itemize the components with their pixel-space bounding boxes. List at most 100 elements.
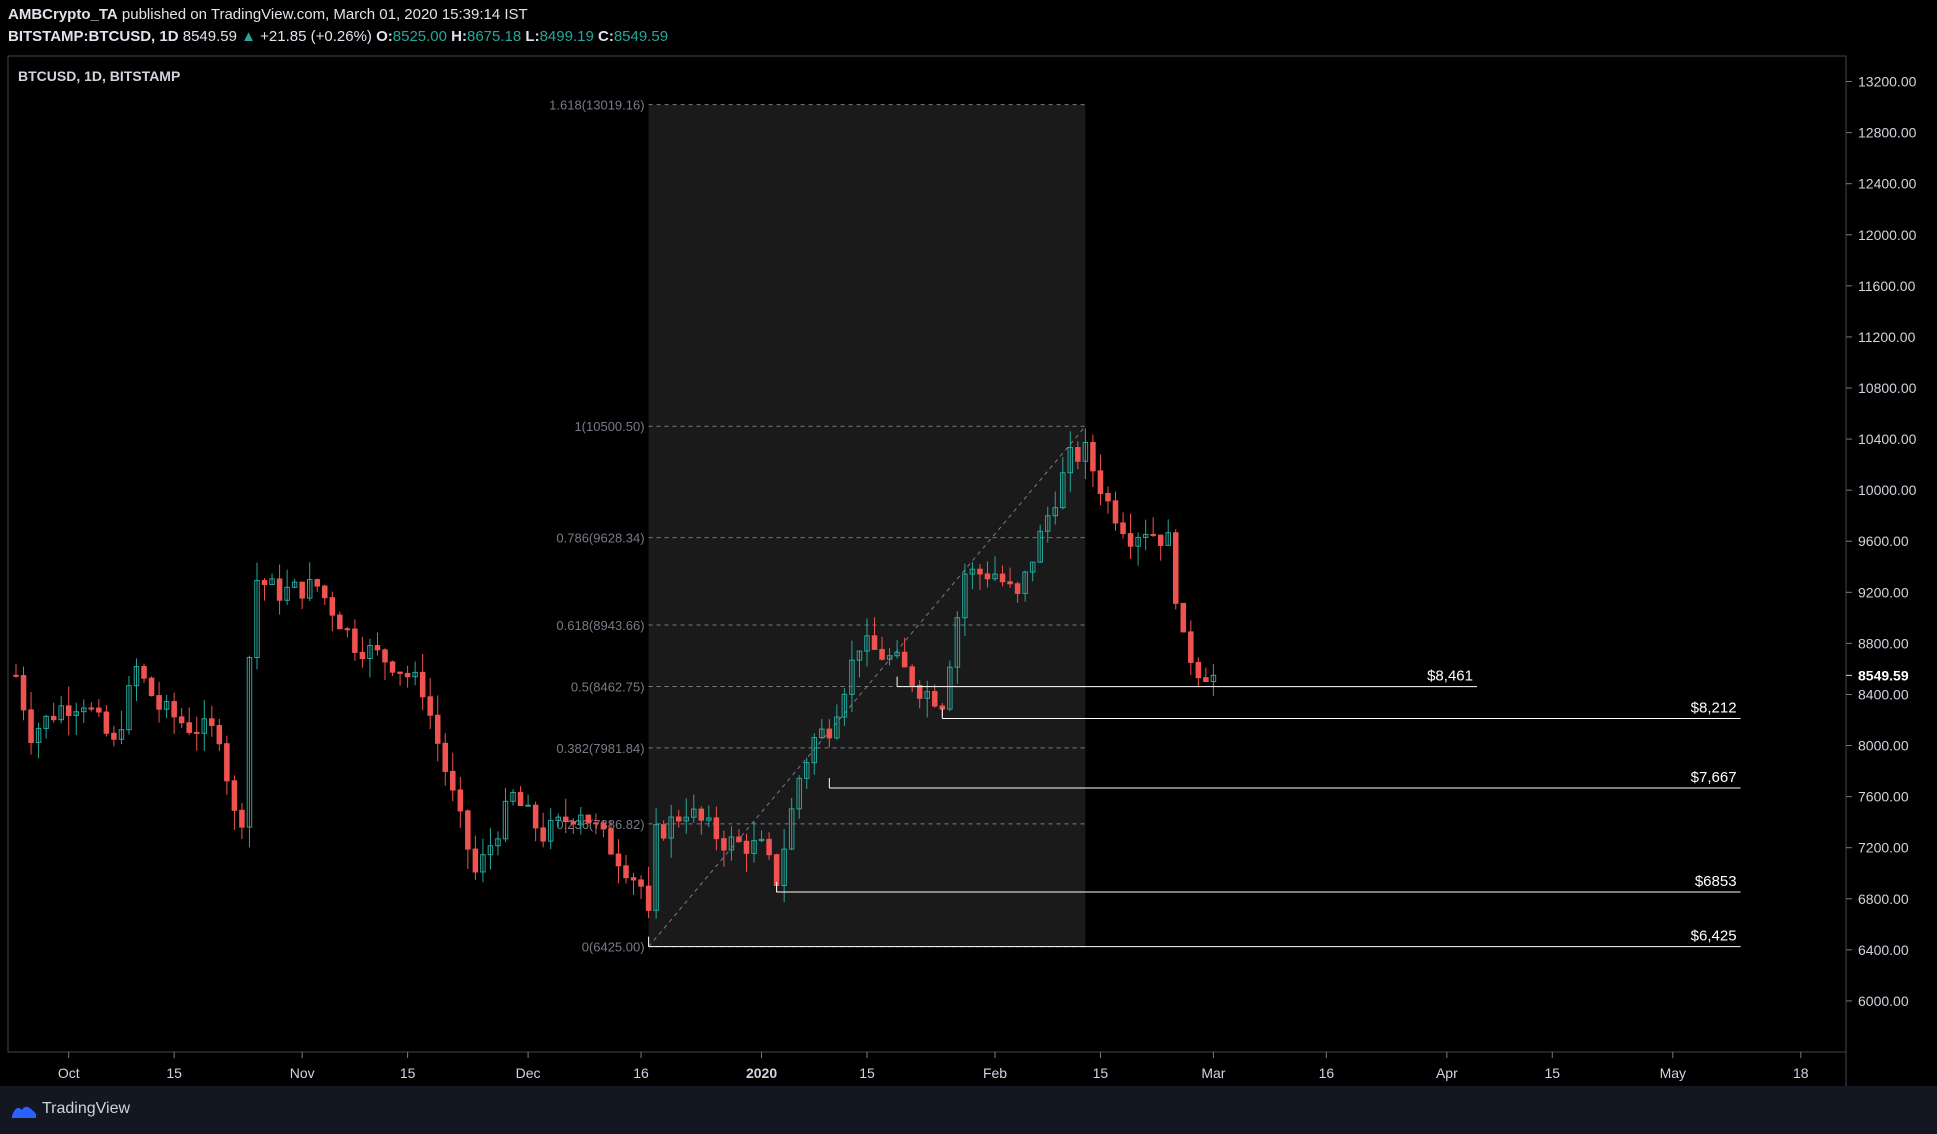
candle-body (901, 651, 908, 668)
close-value: 8549.59 (613, 28, 669, 45)
y-axis-tick-label: 7200.00 (1858, 840, 1909, 856)
candle-body (20, 675, 27, 711)
candle-body (1044, 515, 1051, 532)
candle-body (322, 585, 328, 599)
fib-level-label: 1(10500.50) (574, 419, 644, 434)
candle-body (630, 877, 637, 881)
x-axis-tick-label: 16 (1319, 1065, 1335, 1081)
fib-level-label: 1.618(13019.16) (549, 98, 644, 113)
candle-body (841, 693, 848, 718)
candle-body (1029, 561, 1036, 573)
candle-body (645, 885, 652, 911)
x-axis-tick-label: Apr (1436, 1065, 1458, 1081)
candle-body (299, 581, 305, 599)
candle-body (193, 731, 200, 734)
candle-body (706, 817, 712, 821)
candle-body (1112, 500, 1119, 524)
candle-body (562, 816, 569, 823)
candle-body (691, 808, 697, 818)
candle-body (209, 718, 215, 726)
candle-body (871, 635, 878, 650)
y-axis-tick-label: 12400.00 (1858, 176, 1917, 192)
candle-body (1180, 602, 1187, 633)
candle-body (886, 655, 893, 660)
candle-body (570, 821, 577, 825)
candle-body (88, 707, 95, 710)
support-line-label: $7,667 (1691, 769, 1737, 786)
candle-body (728, 836, 735, 851)
candle-body (306, 579, 313, 599)
candle-body (781, 848, 787, 887)
up-arrow-icon: ▲ (241, 28, 256, 45)
candle-body (231, 780, 238, 811)
candle-body (35, 727, 42, 743)
fib-trend-line (648, 425, 1086, 947)
x-axis-tick-label: 2020 (746, 1065, 777, 1081)
candle-body (532, 804, 539, 829)
candle-body (736, 836, 742, 842)
support-lines-layer: $8,461 $8,212 $7,667 $6853 $6,425 (648, 668, 1741, 948)
candle-body (156, 695, 162, 710)
candle-body (480, 854, 486, 873)
candle-body (1014, 583, 1021, 594)
header-bar: AMBCrypto_TA published on TradingView.co… (0, 0, 1937, 52)
candle-body (1022, 571, 1028, 594)
y-axis-tick-label: 9600.00 (1858, 533, 1909, 549)
candle-body (1195, 661, 1202, 679)
candle-body (932, 691, 938, 707)
y-axis-tick-label: 8000.00 (1858, 738, 1909, 754)
candle-body (916, 684, 923, 699)
candle-body (555, 816, 561, 821)
candle-body (216, 724, 223, 745)
fib-level-label: 0.236(7386.82) (556, 817, 644, 832)
fib-level-label: 0.5(8462.75) (571, 679, 645, 694)
candle-body (284, 586, 290, 601)
low-value: 8499.19 (539, 28, 594, 45)
candle-body (344, 628, 351, 631)
y-axis-tick-label: 6400.00 (1858, 942, 1909, 958)
candle-body (1060, 472, 1066, 509)
candle-body (924, 691, 930, 699)
candle-body (412, 671, 418, 678)
candle-body (879, 648, 885, 660)
candle-body (276, 578, 283, 601)
x-axis-tick-label: Oct (58, 1065, 80, 1081)
price-change: +21.85 (+0.26%) (260, 28, 372, 45)
candle-body (374, 645, 381, 651)
x-axis-tick-label: Feb (983, 1065, 1007, 1081)
high-value: 8675.18 (467, 28, 522, 45)
candle-body (472, 848, 479, 873)
footer-brand[interactable]: TradingView (42, 1100, 131, 1117)
candle-body (668, 816, 674, 839)
candle-body (224, 743, 230, 782)
candle-body (1052, 507, 1059, 517)
candle-body (502, 800, 509, 840)
candle-body (397, 671, 403, 674)
y-axis-tick-label: 6000.00 (1858, 993, 1909, 1009)
candle-body (1097, 470, 1104, 494)
candle-body (1142, 533, 1149, 538)
x-axis-tick-label: 15 (166, 1065, 182, 1081)
candle-body (909, 666, 915, 686)
publish-info: AMBCrypto_TA published on TradingView.co… (8, 6, 528, 23)
chart-title: BTCUSD, 1D, BITSTAMP (18, 68, 180, 84)
candle-body (856, 650, 863, 661)
candle-body (487, 845, 494, 856)
candle-body (977, 568, 983, 575)
candle-body (457, 789, 464, 812)
price-chart[interactable]: 1.618(13019.16) 1(10500.50) 0.786(9628.34)… (0, 0, 1937, 1086)
candle-body (811, 737, 818, 764)
candle-body (442, 742, 449, 772)
candle-body (1188, 631, 1194, 663)
open-label: O: (376, 28, 393, 45)
candle-body (163, 701, 170, 710)
candle-body (962, 573, 968, 619)
candle-body (495, 838, 501, 847)
candle-body (450, 770, 456, 791)
axes-layer: 6000.00 6400.00 6800.00 7200.00 7600.00 8000.… (7, 55, 1917, 1086)
author-name[interactable]: AMBCrypto_TA (8, 6, 118, 23)
y-axis-tick-label: 8800.00 (1858, 635, 1909, 651)
y-axis-tick-label: 10800.00 (1858, 380, 1917, 396)
high-label: H: (451, 28, 467, 45)
candle-body (50, 715, 57, 721)
